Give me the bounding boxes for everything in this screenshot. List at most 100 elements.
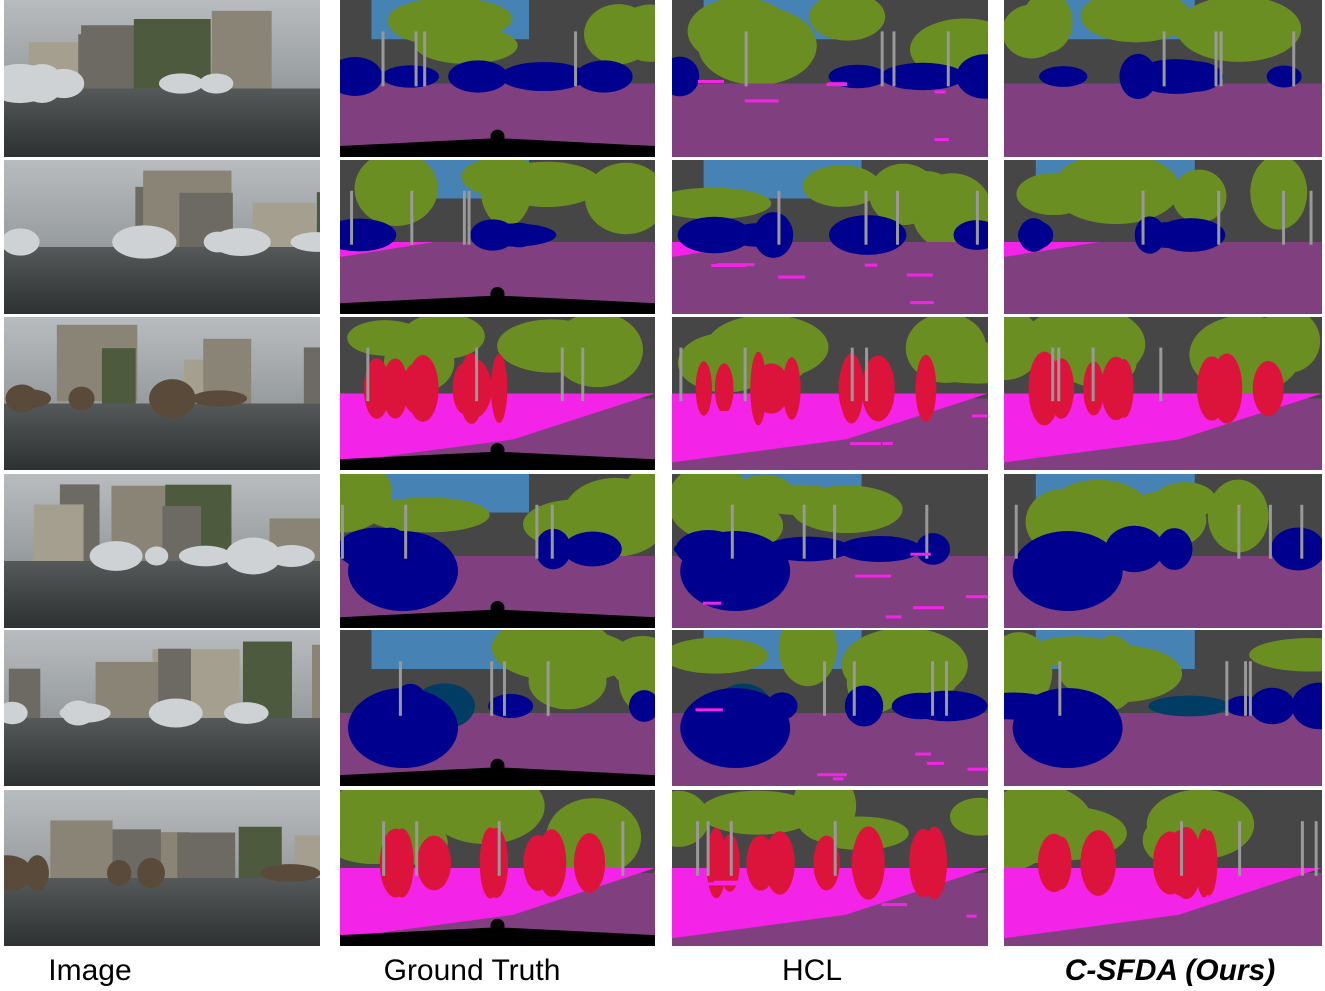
vegetation-class: [1004, 632, 1053, 712]
pole-class: [1248, 661, 1252, 716]
pole-class: [550, 504, 554, 559]
vegetation-class: [585, 162, 655, 235]
pole-class: [1282, 190, 1286, 245]
person-class: [861, 355, 895, 422]
person-class: [1051, 836, 1072, 890]
pole-class: [865, 347, 869, 402]
void-class: [340, 138, 655, 157]
vehicle-or-person: [4, 228, 40, 256]
panels: [4, 0, 1322, 946]
person-class: [813, 835, 840, 891]
pole-class: [1300, 821, 1304, 876]
car-class: [880, 62, 965, 91]
photo-panel: [4, 0, 320, 157]
vegetation-class: [672, 187, 772, 220]
vehicle-or-person: [223, 702, 269, 724]
road-class: [1004, 83, 1322, 157]
car-class: [348, 688, 458, 768]
pole-class: [1162, 31, 1166, 87]
person-class: [1080, 830, 1117, 896]
noise: [713, 415, 739, 419]
person-class: [1196, 356, 1227, 421]
photo-panel: [4, 630, 320, 786]
sidewalk-class: [672, 868, 988, 939]
pole-class: [581, 347, 585, 402]
noise: [850, 442, 881, 446]
person-class: [753, 363, 790, 414]
void-class: [490, 758, 505, 773]
person-class: [363, 358, 390, 419]
pole-class: [1180, 821, 1184, 876]
photo-panel: [4, 317, 320, 470]
person-class: [764, 831, 795, 895]
void-class: [340, 451, 655, 470]
vegetation-class: [415, 27, 518, 64]
road-class: [672, 242, 988, 314]
pole-class: [423, 31, 427, 87]
pole-class: [574, 31, 578, 87]
car-class: [563, 531, 622, 567]
void-class: [340, 295, 655, 314]
column-label: C-SFDA (Ours): [1065, 954, 1276, 987]
road-class: [672, 83, 988, 157]
segmentation-panel: [672, 474, 988, 628]
car-class: [575, 60, 633, 93]
pole-class: [398, 661, 402, 716]
pole-class: [621, 821, 625, 876]
car-class: [956, 54, 988, 99]
photo-panel: [4, 790, 320, 946]
pole-class: [696, 821, 700, 876]
vegetation-class: [354, 160, 438, 226]
column-label: Ground Truth: [384, 954, 561, 987]
vegetation-class: [841, 630, 968, 702]
pole-class: [1091, 347, 1095, 402]
segmentation-panel: [340, 474, 655, 628]
vehicle-or-person: [43, 68, 85, 99]
pole-class: [892, 31, 896, 87]
noise: [965, 595, 988, 599]
pole-class: [743, 347, 747, 402]
car-class: [1119, 53, 1157, 100]
person-class: [1152, 831, 1188, 895]
person-class: [695, 361, 713, 416]
vegetation-class: [1167, 9, 1247, 44]
noise: [706, 882, 740, 886]
car-class: [765, 536, 851, 562]
person-class: [851, 832, 883, 894]
noise: [744, 99, 779, 103]
pole-class: [467, 190, 471, 245]
car-class: [726, 223, 792, 247]
vehicle-or-person: [107, 859, 132, 887]
vehicle-or-person: [290, 232, 320, 252]
person-class: [915, 354, 937, 423]
pole-class: [350, 190, 354, 245]
car-class: [677, 216, 752, 254]
segmentation-panel: [340, 790, 655, 946]
pole-class: [1014, 504, 1018, 559]
car-class: [953, 220, 988, 250]
car-class: [1148, 695, 1230, 717]
car-class: [348, 531, 458, 611]
vehicle-or-person: [199, 73, 234, 94]
noise: [881, 903, 908, 907]
car-class: [628, 690, 655, 722]
vegetation-class: [584, 4, 653, 65]
vegetation-class: [672, 637, 769, 674]
noise: [695, 708, 723, 712]
segmentation-panel: [1004, 0, 1322, 157]
car-class: [1270, 527, 1322, 571]
road-class: [1004, 242, 1322, 314]
pole-class: [1268, 504, 1272, 559]
pole-class: [410, 190, 414, 245]
noise: [817, 773, 848, 777]
vehicle-or-person: [59, 703, 111, 723]
car-class: [1134, 216, 1165, 254]
noise: [713, 880, 748, 884]
car-class: [838, 535, 921, 563]
vegetation-class: [1249, 637, 1322, 672]
person-class: [484, 828, 509, 898]
car-class: [340, 218, 397, 252]
pole-class: [1237, 504, 1241, 559]
person-class: [1048, 358, 1074, 419]
vegetation-class: [1256, 317, 1321, 373]
